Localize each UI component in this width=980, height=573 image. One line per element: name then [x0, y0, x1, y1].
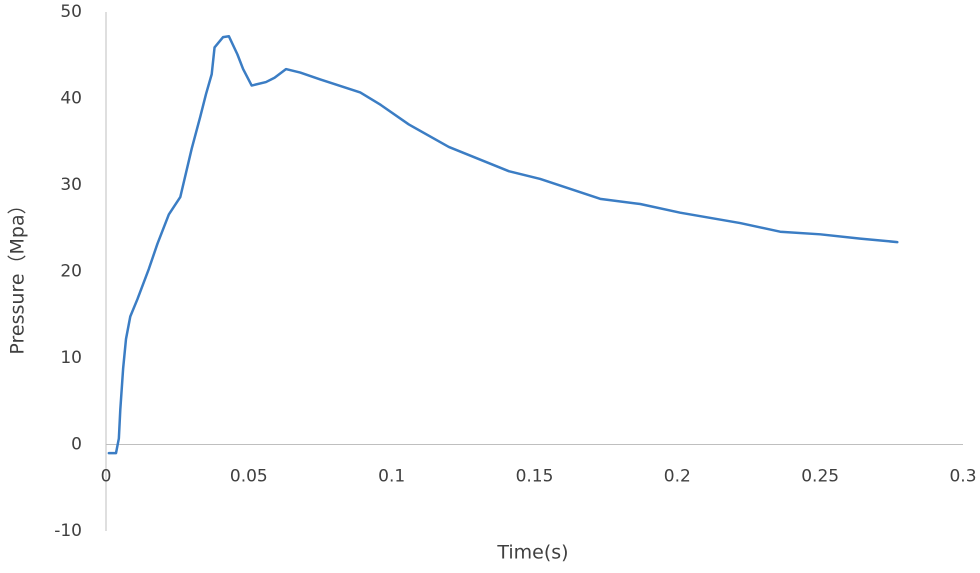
data-line: [107, 34, 899, 455]
y-tick-label: 40: [60, 89, 82, 109]
x-tick-label: 0.25: [801, 467, 839, 487]
x-tick-label: 0.3: [949, 467, 976, 487]
x-tick-label: 0.1: [378, 467, 405, 487]
y-tick-label: 30: [60, 175, 82, 195]
y-tick-label: 10: [60, 348, 82, 368]
y-tick-label: -10: [54, 521, 82, 541]
y-tick-label: 20: [60, 262, 82, 282]
y-tick-label: 0: [71, 435, 82, 455]
x-axis-title: Time(s): [496, 542, 568, 564]
x-tick-label: 0.05: [230, 467, 268, 487]
y-tick-label: 50: [60, 2, 82, 22]
y-axis-title: Pressure（Mpa）: [7, 195, 29, 354]
x-tick-label: 0: [101, 467, 112, 487]
x-tick-label: 0.15: [516, 467, 554, 487]
x-tick-label: 0.2: [664, 467, 691, 487]
